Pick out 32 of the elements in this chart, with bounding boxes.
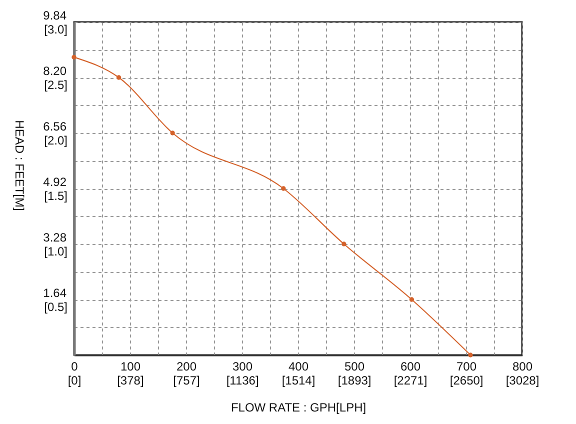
x-tick-label: 400 xyxy=(288,360,309,374)
y-tick-label: 9.84 xyxy=(43,8,67,22)
x-tick-label: 500 xyxy=(344,360,365,374)
x2-tick-label: [757] xyxy=(173,374,200,388)
x2-tick-label: [1514] xyxy=(282,374,316,388)
x-tick-label: 300 xyxy=(232,360,253,374)
y2-tick-label: [1.5] xyxy=(44,189,68,203)
x-tick-label: 800 xyxy=(512,360,533,374)
y2-tick-label: [2.5] xyxy=(44,78,68,92)
y-tick-label: 4.92 xyxy=(43,175,67,189)
x2-tick-label: [3028] xyxy=(506,374,540,388)
x-tick-label: 100 xyxy=(120,360,141,374)
x2-tick-label: [0] xyxy=(68,374,82,388)
y-tick-label: 1.64 xyxy=(43,286,67,300)
x2-tick-label: [1893] xyxy=(338,374,372,388)
y2-tick-label: [1.0] xyxy=(44,244,68,258)
y-tick-label: 3.28 xyxy=(43,230,67,244)
x2-tick-label: [378] xyxy=(117,374,144,388)
x2-tick-label: [1136] xyxy=(226,374,259,388)
x-tick-label: 0 xyxy=(71,360,78,374)
x2-tick-label: [2271] xyxy=(394,374,428,388)
y-axis-title: HEAD : FEET[M] xyxy=(12,120,26,211)
x2-tick-label: [2650] xyxy=(450,374,484,388)
y-tick-label: 6.56 xyxy=(43,120,67,134)
x-tick-label: 200 xyxy=(176,360,197,374)
y2-tick-label: [0.5] xyxy=(44,300,68,314)
y2-tick-label: [3.0] xyxy=(44,22,68,36)
y2-tick-label: [2.0] xyxy=(44,134,68,148)
x-axis-title: FLOW RATE : GPH[LPH] xyxy=(230,400,366,414)
x-tick-label: 600 xyxy=(400,360,421,374)
y-tick-label: 8.20 xyxy=(43,64,67,78)
x-tick-label: 700 xyxy=(456,360,477,374)
